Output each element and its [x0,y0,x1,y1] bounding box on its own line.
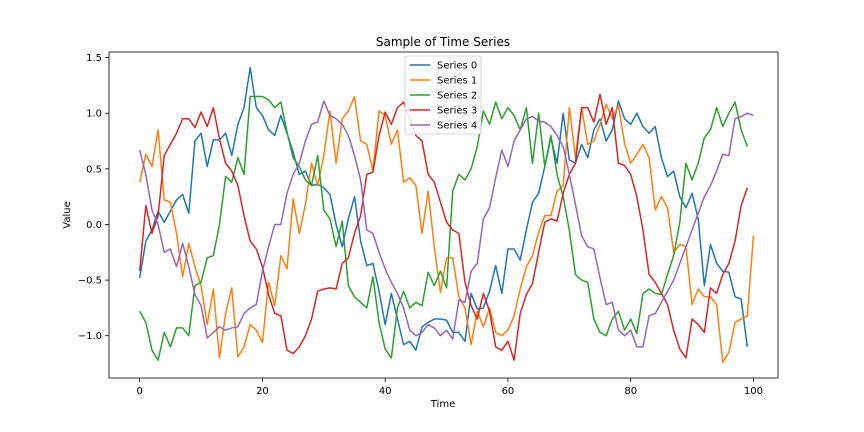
series-4-line [138,100,754,348]
x-tick-label: 100 [744,386,763,397]
legend: Series 0 Series 1 Series 2 Series 3 Series 4 [404,55,482,135]
chart-title: Sample of Time Series [376,35,510,49]
legend-label-series-0: Series 0 [437,61,477,72]
series-0-line [138,66,749,351]
series-2-line [139,95,749,361]
legend-label-series-3: Series 3 [437,106,477,117]
y-tick-label: 0.0 [86,220,102,231]
y-tick-label: 0.5 [86,164,102,175]
x-tick-label: 40 [379,386,392,397]
legend-label-series-2: Series 2 [437,91,477,102]
legend-box [404,55,482,135]
y-axis-label: Value [62,201,73,228]
y-tick-label: −0.5 [78,276,102,287]
x-tick-label: 20 [256,386,269,397]
axes-frame [108,51,779,379]
x-tick-label: 80 [624,386,637,397]
y-axis-ticks: −1.0 −0.5 0.0 0.5 1.0 1.5 [78,53,109,342]
y-tick-label: −1.0 [78,331,102,342]
y-tick-label: 1.0 [86,109,102,120]
legend-label-series-4: Series 4 [437,121,477,132]
legend-label-series-1: Series 1 [437,76,477,87]
series-layer [138,66,755,364]
x-axis-label: Time [430,399,455,410]
y-tick-label: 1.5 [86,53,102,64]
x-axis-ticks: 0 20 40 60 80 100 [137,378,763,397]
x-tick-label: 60 [502,386,515,397]
series-3-line [138,93,749,361]
x-tick-label: 0 [137,386,143,397]
series-1-line [138,95,755,364]
